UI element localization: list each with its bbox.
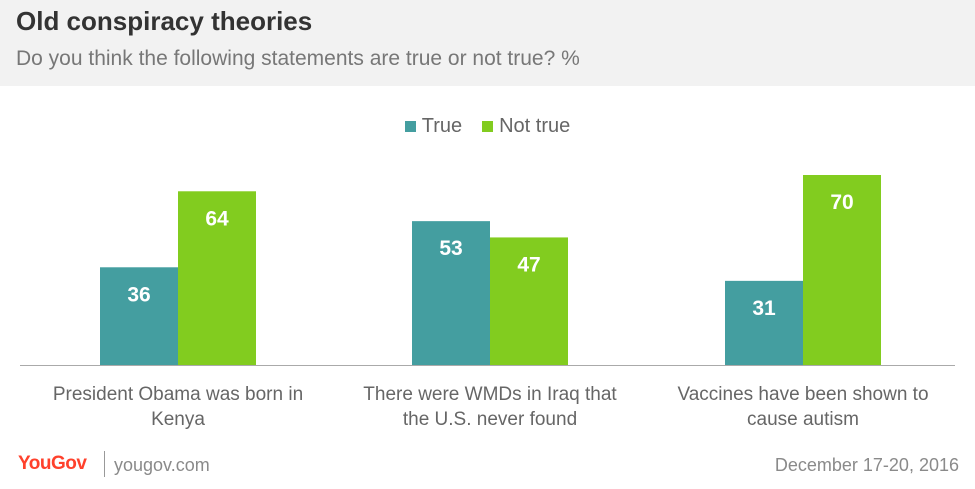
category-label-2-line-0: Vaccines have been shown to xyxy=(677,384,928,405)
chart-header: Old conspiracy theories Do you think the… xyxy=(0,0,975,86)
data-label-true-2: 31 xyxy=(752,297,776,320)
bar-not-true-1 xyxy=(490,237,568,365)
chart-subtitle: Do you think the following statements ar… xyxy=(16,47,580,70)
data-label-true-1: 53 xyxy=(439,237,462,260)
category-label-1-line-1: the U.S. never found xyxy=(403,409,577,430)
chart-title: Old conspiracy theories xyxy=(16,6,313,36)
bar-not-true-0 xyxy=(178,191,256,365)
footer-date: December 17-20, 2016 xyxy=(774,455,959,475)
bar-true-1 xyxy=(412,221,490,365)
category-label-2-line-1: cause autism xyxy=(747,409,859,430)
legend-item-true: True xyxy=(404,115,463,138)
legend-item-not-true: Not true xyxy=(482,115,570,138)
footer-site-link[interactable]: yougov.com xyxy=(114,455,210,475)
legend-swatch-not-true xyxy=(482,121,494,132)
bar-chart: 36 64 President Obama was born in Kenya 53 47… xyxy=(20,175,955,430)
data-label-not-true-1: 47 xyxy=(517,253,540,276)
data-label-not-true-2: 70 xyxy=(830,191,853,214)
footer-divider xyxy=(104,451,105,477)
bar-not-true-2 xyxy=(803,175,881,365)
legend-label-true: True xyxy=(421,115,463,137)
legend-label-not-true: Not true xyxy=(499,115,571,137)
data-label-true-0: 36 xyxy=(127,283,150,306)
yougov-logo: YouGov xyxy=(18,453,87,474)
bar-true-2 xyxy=(725,280,803,365)
category-label-0-line-1: Kenya xyxy=(151,409,205,430)
category-label-0-line-0: President Obama was born in xyxy=(53,384,303,405)
category-label-1-line-0: There were WMDs in Iraq that xyxy=(363,384,617,405)
legend-swatch-true xyxy=(404,121,416,132)
data-label-not-true-0: 64 xyxy=(205,207,229,230)
chart-legend: True Not true xyxy=(0,115,975,138)
bar-true-0 xyxy=(100,267,178,365)
